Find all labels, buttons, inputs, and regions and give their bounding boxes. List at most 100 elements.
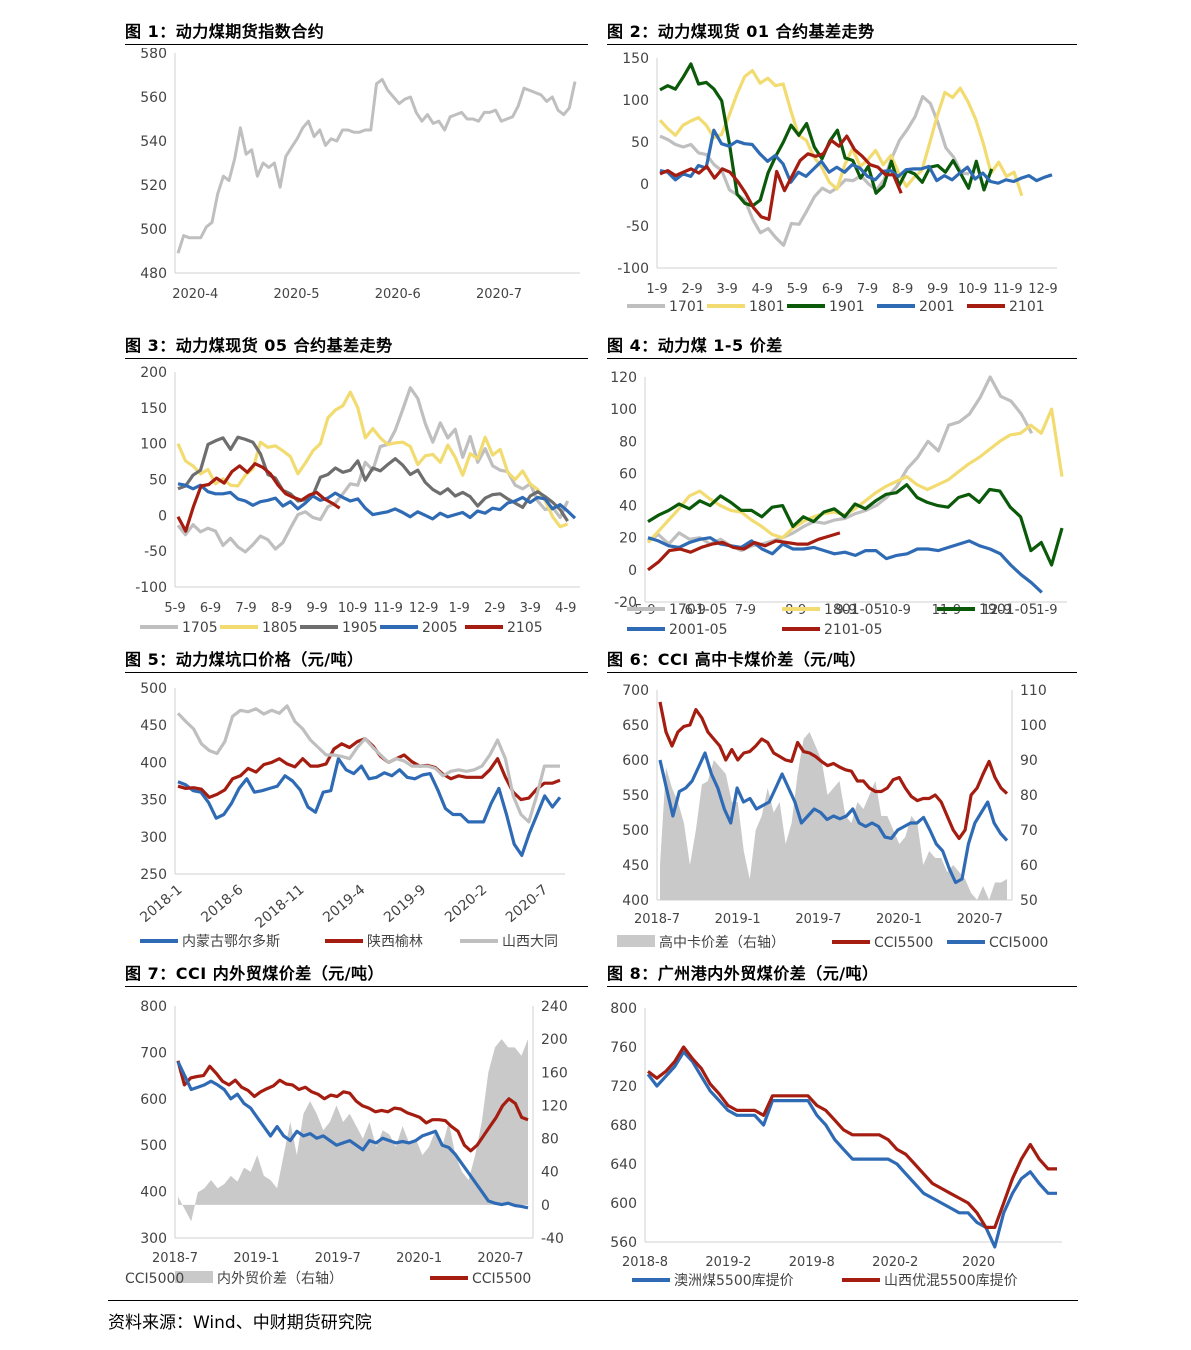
y-tick-label: 350 xyxy=(140,793,167,809)
x-tick-label: 10-9 xyxy=(958,282,988,297)
x-tick-label: 2019-7 xyxy=(795,912,841,927)
legend-label: 1805 xyxy=(262,620,298,636)
line-series xyxy=(647,375,1034,553)
title-rule xyxy=(125,986,588,987)
x-tick-label: 2020-7 xyxy=(957,912,1003,927)
y-tick-label: 680 xyxy=(610,1118,637,1134)
x-tick-label: 6-9 xyxy=(200,601,221,616)
line-series xyxy=(647,536,1043,594)
line-series xyxy=(658,701,1009,840)
x-tick-label: 7-9 xyxy=(735,603,756,618)
chart-fig4: -200204060801001205-96-97-98-99-910-911-… xyxy=(610,370,1067,638)
x-tick-label: 10-9 xyxy=(338,601,368,616)
y-tick-label: 0 xyxy=(158,508,167,524)
title-rule xyxy=(607,986,1077,987)
y-tick-label: 720 xyxy=(610,1079,637,1095)
y-tick-label: 400 xyxy=(140,755,167,771)
x-tick-label: 2020 xyxy=(962,1255,995,1270)
y-tick-label: 500 xyxy=(140,1138,167,1154)
x-tick-label: 4-9 xyxy=(752,282,773,297)
y-tick-label: 0 xyxy=(628,563,637,579)
legend-label: 2001 xyxy=(919,299,955,315)
chart-title: 图 3：动力煤现货 05 合约基差走势 xyxy=(125,336,393,355)
legend-label: CCI5000 xyxy=(125,1271,184,1287)
x-tick-label: 5-9 xyxy=(164,601,185,616)
y-tick-label: 600 xyxy=(622,753,649,769)
line-series xyxy=(177,757,562,857)
line-series xyxy=(659,128,1053,185)
legend-label: 山西大同 xyxy=(502,934,558,950)
legend-label: 高中卡价差（右轴） xyxy=(659,934,785,951)
line-series xyxy=(177,737,561,802)
line-series xyxy=(647,1045,1057,1229)
y-tick-label: 250 xyxy=(140,867,167,883)
x-tick-label: 2020-7 xyxy=(476,287,522,302)
x-tick-label: 3-9 xyxy=(520,601,541,616)
x-tick-label: 2018-6 xyxy=(198,882,246,926)
panel-fig1: 图 1：动力煤期货指数合约 480 500 520 540 560 580 2020-4 20… xyxy=(125,18,588,318)
y-tick-label: 200 xyxy=(140,365,167,381)
y2-tick-label: 100 xyxy=(1020,718,1047,734)
x-tick-label: 2019-8 xyxy=(789,1255,835,1270)
x-tick-label: 9-9 xyxy=(927,282,948,297)
line-series xyxy=(176,1060,529,1153)
x-tick-label: 7-9 xyxy=(857,282,878,297)
legend-label: 山西优混5500库提价 xyxy=(884,1273,1018,1289)
panel-fig5: 图 5：动力煤坑口价格（元/吨） 250 300 350 400 450 500 2018-… xyxy=(125,646,588,956)
panel-fig3: 图 3：动力煤现货 05 合约基差走势 -100 -50 0 50 100 150 200 5… xyxy=(125,332,588,642)
legend-label: 2105 xyxy=(507,620,543,636)
legend-label: 内蒙古鄂尔多斯 xyxy=(182,933,280,950)
y-tick-label: -50 xyxy=(144,544,167,560)
line-series xyxy=(658,69,1024,197)
panel-fig7: 图 7：CCI 内外贸煤价差（元/吨） 300 400 500 600 700 800 -4… xyxy=(125,960,588,1290)
title-rule xyxy=(125,672,588,673)
y2-tick-label: 160 xyxy=(541,1065,568,1081)
y-tick-label: 100 xyxy=(622,93,649,109)
legend-label: 1901 xyxy=(829,299,865,315)
y2-tick-label: 40 xyxy=(541,1165,559,1181)
x-tick-label: 2020-1 xyxy=(876,912,922,927)
y-tick-label: 40 xyxy=(619,499,637,515)
panel-fig8: 图 8：广州港内外贸煤价差（元/吨） 560 600 640 680 720 760 800… xyxy=(607,960,1077,1290)
title-rule xyxy=(125,44,588,45)
x-tick-label: 2018-11 xyxy=(252,882,307,932)
panel-fig4: 图 4：动力煤 1-5 价差 -200204060801001205-96-97… xyxy=(607,332,1077,642)
x-tick-label: 2018-7 xyxy=(152,1251,198,1266)
y2-tick-label: 240 xyxy=(541,999,568,1015)
chart-title: 图 6：CCI 高中卡煤价差（元/吨） xyxy=(607,650,867,669)
x-tick-label: 1-9 xyxy=(449,601,470,616)
y-tick-label: 450 xyxy=(140,718,167,734)
x-tick-label: 1-9 xyxy=(1036,603,1057,618)
x-tick-label: 2019-4 xyxy=(320,882,368,926)
y-tick-label: 520 xyxy=(140,178,167,194)
title-rule xyxy=(607,358,1077,359)
y-tick-label: 120 xyxy=(610,370,637,386)
x-tick-label: 6-9 xyxy=(685,603,706,618)
y-tick-label: 800 xyxy=(610,1001,637,1017)
legend-label: 2001-05 xyxy=(669,622,728,638)
x-tick-label: 2020-5 xyxy=(273,287,319,302)
x-tick-label: 2019-7 xyxy=(315,1251,361,1266)
legend-label: 澳洲煤5500库提价 xyxy=(674,1273,794,1289)
x-tick-label: 3-9 xyxy=(717,282,738,297)
line-series xyxy=(659,95,970,247)
y2-tick-label: 0 xyxy=(541,1198,550,1214)
x-tick-label: 4-9 xyxy=(555,601,576,616)
x-tick-label: 2-9 xyxy=(681,282,702,297)
x-tick-label: 2018-7 xyxy=(634,912,680,927)
y-tick-label: 600 xyxy=(140,1092,167,1108)
x-tick-label: 10-9 xyxy=(881,603,911,618)
legend-label: 陕西榆林 xyxy=(367,934,423,950)
line-series xyxy=(646,1050,1057,1249)
x-tick-label: 2018-8 xyxy=(622,1255,668,1270)
y-tick-label: 100 xyxy=(140,437,167,453)
line-series xyxy=(177,435,569,522)
chart-fig3: -100 -50 0 50 100 150 200 5-9 6-9 7-9 8-9 9-9 10-9 11… xyxy=(135,365,580,636)
chart-fig5: 250 300 350 400 450 500 2018-1 2018-6 2018-11 201… xyxy=(137,681,565,950)
legend-label: CCI5500 xyxy=(472,1271,531,1287)
chart-title: 图 4：动力煤 1-5 价差 xyxy=(607,336,783,355)
legend-label: CCI5000 xyxy=(989,935,1048,951)
y-tick-label: 60 xyxy=(619,466,637,482)
legend-label: 1901-05 xyxy=(979,602,1038,618)
y2-tick-label: 70 xyxy=(1020,823,1038,839)
